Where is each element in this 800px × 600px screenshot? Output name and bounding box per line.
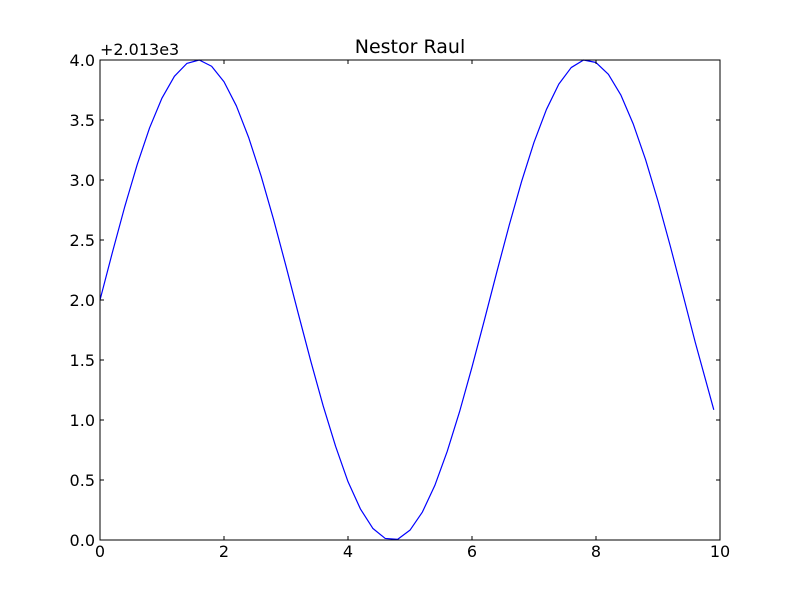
x-tick-label: 2 <box>219 542 229 561</box>
chart-title: Nestor Raul <box>355 36 465 58</box>
series-line-0 <box>99 59 715 540</box>
y-tick-label: 0.0 <box>70 531 95 550</box>
x-tick-label: 0 <box>95 542 105 561</box>
plot-area: 0 2 4 6 8 10 0.0 0.5 1.0 1.5 2.0 2.5 3.0 3.5 4.0 <box>70 51 731 561</box>
x-tick-label: 4 <box>343 542 353 561</box>
y-tick-label: 3.5 <box>70 111 95 130</box>
y-tick-label: 3.0 <box>70 171 95 190</box>
x-tick-label: 8 <box>591 542 601 561</box>
axes-frame <box>99 59 721 541</box>
y-tick-label: 4.0 <box>70 51 95 70</box>
y-tick-label: 0.5 <box>70 471 95 490</box>
y-tick-label: 1.5 <box>70 351 95 370</box>
y-tick-label: 1.0 <box>70 411 95 430</box>
x-tick-label: 6 <box>467 542 477 561</box>
y-tick-label: 2.5 <box>70 231 95 250</box>
x-tick-label: 10 <box>710 542 730 561</box>
y-axis-offset-label: +2.013e3 <box>100 40 179 59</box>
y-tick-label: 2.0 <box>70 291 95 310</box>
